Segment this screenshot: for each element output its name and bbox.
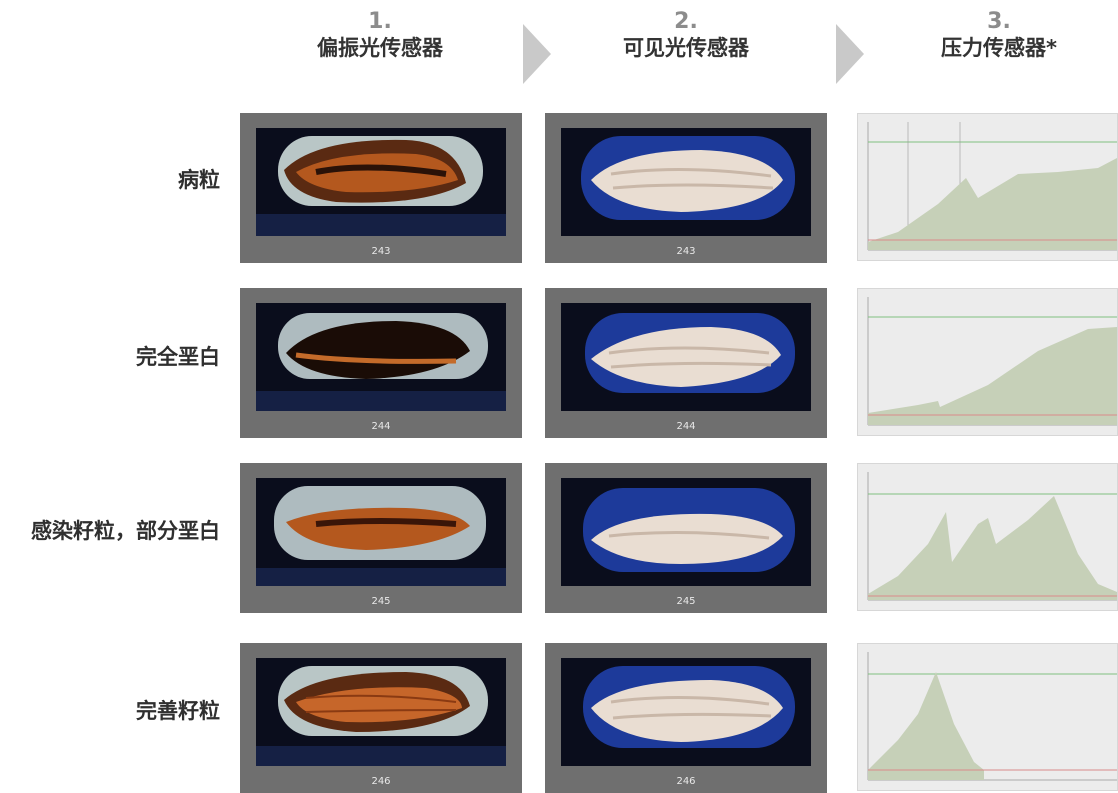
arrow-right-icon xyxy=(836,24,864,84)
column-number: 2. xyxy=(674,9,698,34)
column-title: 偏振光传感器 xyxy=(317,36,443,60)
grain-image xyxy=(256,658,506,766)
polarized-image-tile: 243 xyxy=(240,113,522,263)
column-number: 1. xyxy=(368,9,392,34)
grain-image xyxy=(561,128,811,236)
grain-image xyxy=(561,303,811,411)
polarized-image-tile: 244 xyxy=(240,288,522,438)
row-label: 病粒 xyxy=(178,168,220,192)
column-header-visible: 2. 可见光传感器 xyxy=(556,10,816,62)
pressure-graph xyxy=(857,288,1118,436)
image-caption: 245 xyxy=(676,596,696,607)
column-header-polarized: 1. 偏振光传感器 xyxy=(250,10,510,62)
grain-image xyxy=(256,478,506,586)
column-number: 3. xyxy=(987,9,1011,34)
visible-image-tile: 243 xyxy=(545,113,827,263)
visible-image-tile: 244 xyxy=(545,288,827,438)
grain-image xyxy=(256,128,506,236)
image-caption: 243 xyxy=(371,246,391,257)
visible-image-tile: 246 xyxy=(545,643,827,793)
visible-image-tile: 245 xyxy=(545,463,827,613)
column-title: 可见光传感器 xyxy=(623,36,749,60)
pressure-graph xyxy=(857,643,1118,791)
image-caption: 246 xyxy=(371,776,391,787)
pressure-graph xyxy=(857,113,1118,261)
pressure-graph xyxy=(857,463,1118,611)
row-label: 完善籽粒 xyxy=(136,699,220,723)
image-caption: 245 xyxy=(371,596,391,607)
image-caption: 244 xyxy=(676,421,696,432)
polarized-image-tile: 246 xyxy=(240,643,522,793)
grain-image xyxy=(256,303,506,411)
image-caption: 243 xyxy=(676,246,696,257)
row-label: 感染籽粒，部分垩白 xyxy=(31,519,220,543)
grain-image xyxy=(561,658,811,766)
arrow-right-icon xyxy=(523,24,551,84)
grain-image xyxy=(561,478,811,586)
row-label: 完全垩白 xyxy=(136,345,220,369)
image-caption: 244 xyxy=(371,421,391,432)
image-caption: 246 xyxy=(676,776,696,787)
polarized-image-tile: 245 xyxy=(240,463,522,613)
column-title: 压力传感器* xyxy=(941,36,1057,60)
column-header-pressure: 3. 压力传感器* xyxy=(880,10,1118,62)
